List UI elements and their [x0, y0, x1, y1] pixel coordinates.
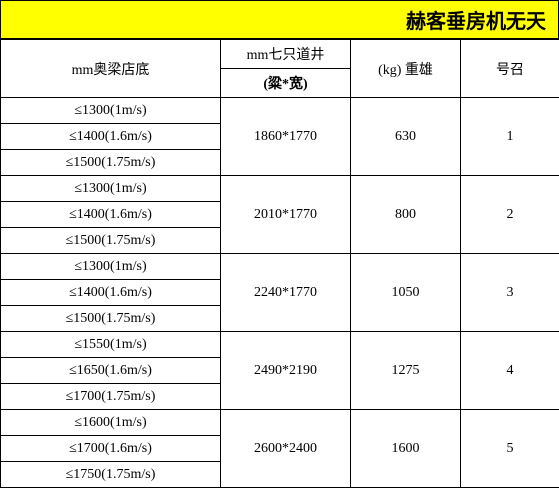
- depth-cell: ≤1700(1.75m/s): [1, 384, 221, 410]
- depth-cell: ≤1400(1.6m/s): [1, 124, 221, 150]
- header-shaft: mm七只道井: [221, 40, 351, 69]
- load-cell: 1050: [351, 254, 461, 332]
- load-cell: 1275: [351, 332, 461, 410]
- depth-cell: ≤1500(1.75m/s): [1, 228, 221, 254]
- depth-cell: ≤1500(1.75m/s): [1, 306, 221, 332]
- shaft-cell: 2240*1770: [221, 254, 351, 332]
- depth-cell: ≤1600(1m/s): [1, 410, 221, 436]
- number-cell: 1: [461, 98, 559, 176]
- depth-cell: ≤1300(1m/s): [1, 254, 221, 280]
- number-cell: 5: [461, 410, 559, 488]
- depth-cell: ≤1300(1m/s): [1, 176, 221, 202]
- title-bar: 赫客垂房机无天: [0, 0, 559, 39]
- shaft-cell: 1860*1770: [221, 98, 351, 176]
- shaft-cell: 2490*2190: [221, 332, 351, 410]
- load-cell: 1600: [351, 410, 461, 488]
- number-cell: 3: [461, 254, 559, 332]
- depth-cell: ≤1500(1.75m/s): [1, 150, 221, 176]
- header-number: 号召: [461, 40, 559, 98]
- depth-cell: ≤1750(1.75m/s): [1, 462, 221, 488]
- depth-cell: ≤1300(1m/s): [1, 98, 221, 124]
- depth-cell: ≤1550(1m/s): [1, 332, 221, 358]
- depth-cell: ≤1400(1.6m/s): [1, 280, 221, 306]
- load-cell: 800: [351, 176, 461, 254]
- number-cell: 4: [461, 332, 559, 410]
- depth-cell: ≤1650(1.6m/s): [1, 358, 221, 384]
- shaft-cell: 2600*2400: [221, 410, 351, 488]
- table-body: ≤1300(1m/s) 1860*1770 630 1 ≤1400(1.6m/s…: [1, 98, 559, 488]
- depth-cell: ≤1400(1.6m/s): [1, 202, 221, 228]
- table-row: ≤1300(1m/s) 2240*1770 1050 3: [1, 254, 559, 280]
- number-cell: 2: [461, 176, 559, 254]
- table-row: ≤1600(1m/s) 2600*2400 1600 5: [1, 410, 559, 436]
- table-row: ≤1550(1m/s) 2490*2190 1275 4: [1, 332, 559, 358]
- page-title: 赫客垂房机无天: [406, 11, 546, 33]
- header-shaft-sub: (粱*宽): [221, 69, 351, 98]
- specification-table: mm奥梁店底 mm七只道井 (kg) 重雄 号召 (粱*宽) ≤1300(1m/…: [0, 39, 559, 488]
- depth-cell: ≤1700(1.6m/s): [1, 436, 221, 462]
- load-cell: 630: [351, 98, 461, 176]
- header-depth: mm奥梁店底: [1, 40, 221, 98]
- table-row: ≤1300(1m/s) 2010*1770 800 2: [1, 176, 559, 202]
- table-row: ≤1300(1m/s) 1860*1770 630 1: [1, 98, 559, 124]
- shaft-cell: 2010*1770: [221, 176, 351, 254]
- header-load: (kg) 重雄: [351, 40, 461, 98]
